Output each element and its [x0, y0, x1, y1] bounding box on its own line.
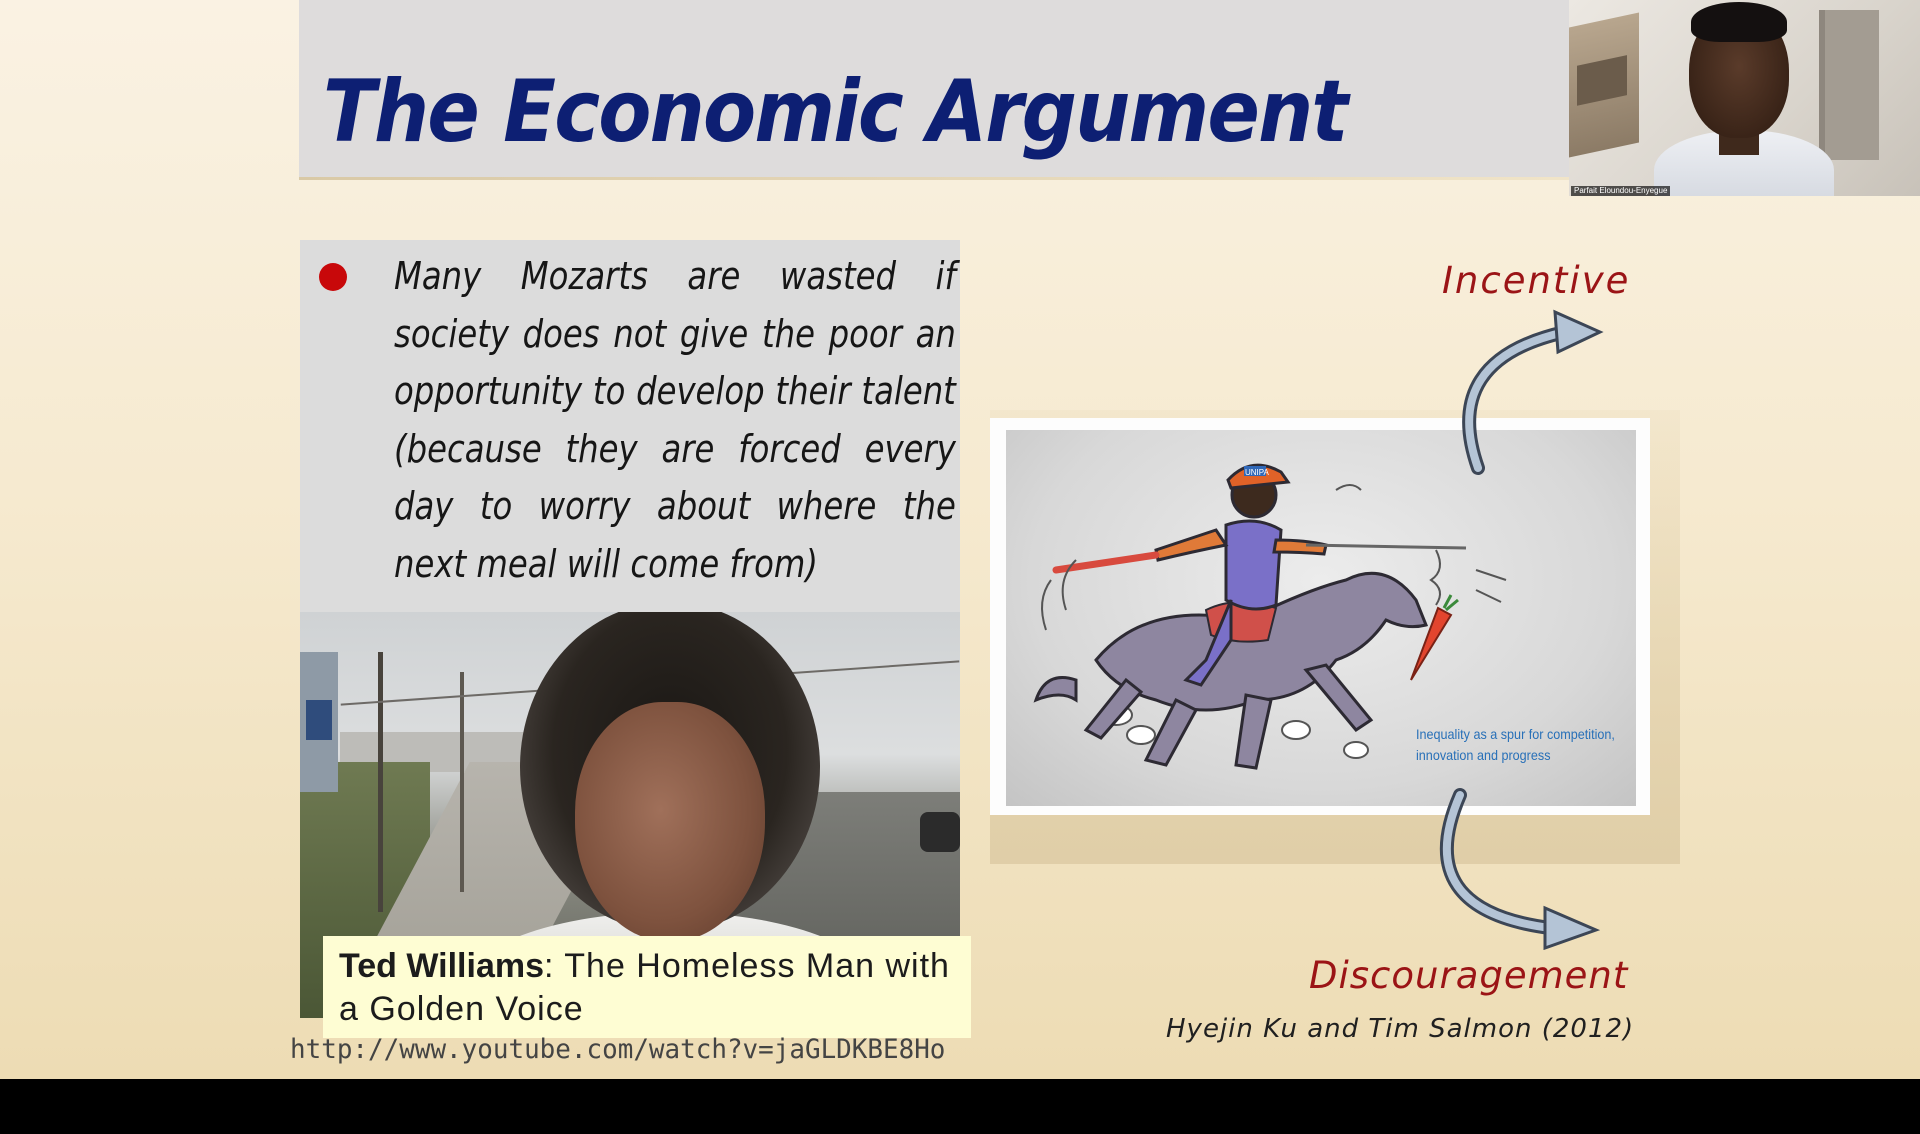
photo-face [575, 702, 765, 942]
photo-sign-panel [306, 700, 332, 740]
door-frame [1819, 10, 1879, 160]
bottom-black-bar [0, 1079, 1920, 1134]
cartoon-drawing: UNIPA [1033, 463, 1507, 770]
slide-title: The Economic Argument [323, 62, 1348, 162]
photo-utility-pole [460, 672, 464, 892]
caption-description: : The Homeless Man with a Golden Voice [339, 947, 950, 1028]
cap-label: UNIPA [1245, 468, 1270, 477]
carrot [1410, 606, 1453, 681]
photo-car [920, 812, 960, 852]
whip [1052, 551, 1160, 574]
curved-arrow-icon [1462, 309, 1604, 475]
citation: Hyejin Ku and Tim Salmon (2012) [1166, 1014, 1635, 1044]
participant-name-label: Parfait Eloundou-Enyegue [1571, 186, 1671, 196]
photo-sign [300, 652, 338, 792]
cabinet-shelf [1577, 55, 1627, 106]
participant-hair [1691, 2, 1787, 42]
caption-name: Ted Williams [339, 947, 544, 985]
photo-caption: Ted Williams: The Homeless Man with a Go… [323, 936, 971, 1038]
curved-arrow-icon [1439, 788, 1601, 950]
video-link[interactable]: http://www.youtube.com/watch?v=jaGLDKBE8… [290, 1034, 946, 1065]
photo-utility-pole [378, 652, 383, 912]
bullet-box: Many Mozarts are wasted if society does … [300, 240, 960, 612]
carrot-string [1429, 549, 1441, 606]
carrot-leaves [1442, 594, 1459, 612]
cabinet [1569, 12, 1639, 158]
title-band: The Economic Argument [299, 0, 1569, 180]
dust-clouds [1099, 704, 1369, 759]
presentation-slide: The Economic Argument Parfait Eloundou-E… [0, 0, 1920, 1079]
bullet-dot [319, 263, 347, 291]
webcam-tile[interactable]: Parfait Eloundou-Enyegue [1569, 0, 1920, 196]
cartoon-caption-line: innovation and progress [1416, 747, 1551, 763]
cartoon-frame: UNIPA Inequality as a sp [990, 418, 1650, 815]
rider: UNIPA [1154, 463, 1328, 687]
motion-lines [1041, 484, 1507, 631]
discouragement-label: Discouragement [1309, 954, 1629, 997]
cartoon-caption: Inequality as a spur for competition, in… [1416, 724, 1623, 766]
inequality-cartoon: UNIPA Inequality as a sp [1006, 430, 1636, 806]
cartoon-caption-line: Inequality as a spur for competition, [1416, 726, 1615, 742]
incentive-label: Incentive [1442, 259, 1631, 302]
carrot-stick [1305, 543, 1467, 550]
bullet-text: Many Mozarts are wasted if society does … [394, 254, 956, 586]
